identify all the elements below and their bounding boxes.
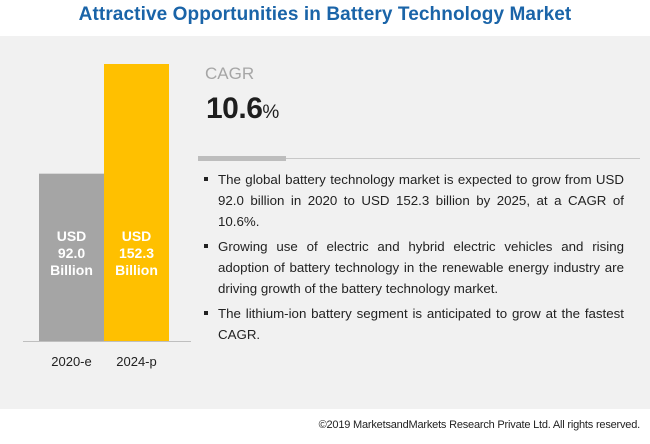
bullet-square-icon [204, 177, 208, 181]
bar-data-label: 152.3 [119, 245, 154, 261]
content-panel: USD 92.0 Billion USD 152.3 Billion 2020-e 2024… [0, 36, 650, 409]
bar-data-label: USD [122, 228, 152, 244]
cagr-divider [198, 158, 640, 159]
bar-2020-e [39, 173, 104, 341]
bar-data-label: 92.0 [58, 245, 85, 261]
bar-data-label: Billion [115, 262, 158, 278]
copyright-footer: ©2019 MarketsandMarkets Research Private… [318, 419, 641, 431]
bullet-square-icon [204, 244, 208, 248]
bar-data-label: Billion [50, 262, 93, 278]
cagr-value: 10.6% [206, 92, 279, 126]
cagr-divider-accent [198, 156, 286, 161]
insight-item: The global battery technology market is … [204, 169, 624, 232]
bar-data-label: USD [57, 228, 87, 244]
x-tick-label: 2024-p [116, 354, 156, 369]
x-tick-label: 2020-e [51, 354, 91, 369]
bullet-square-icon [204, 311, 208, 315]
cagr-number: 10.6 [206, 92, 263, 125]
page-title: Attractive Opportunities in Battery Tech… [78, 4, 572, 25]
bar-2024-p [104, 64, 169, 341]
cagr-unit: % [262, 102, 279, 123]
cagr-label: CAGR [205, 64, 255, 83]
insight-item: Growing use of electric and hybrid elect… [204, 236, 624, 299]
key-insights-list: The global battery technology market is … [204, 169, 624, 349]
insight-item: The lithium-ion battery segment is antic… [204, 303, 624, 345]
